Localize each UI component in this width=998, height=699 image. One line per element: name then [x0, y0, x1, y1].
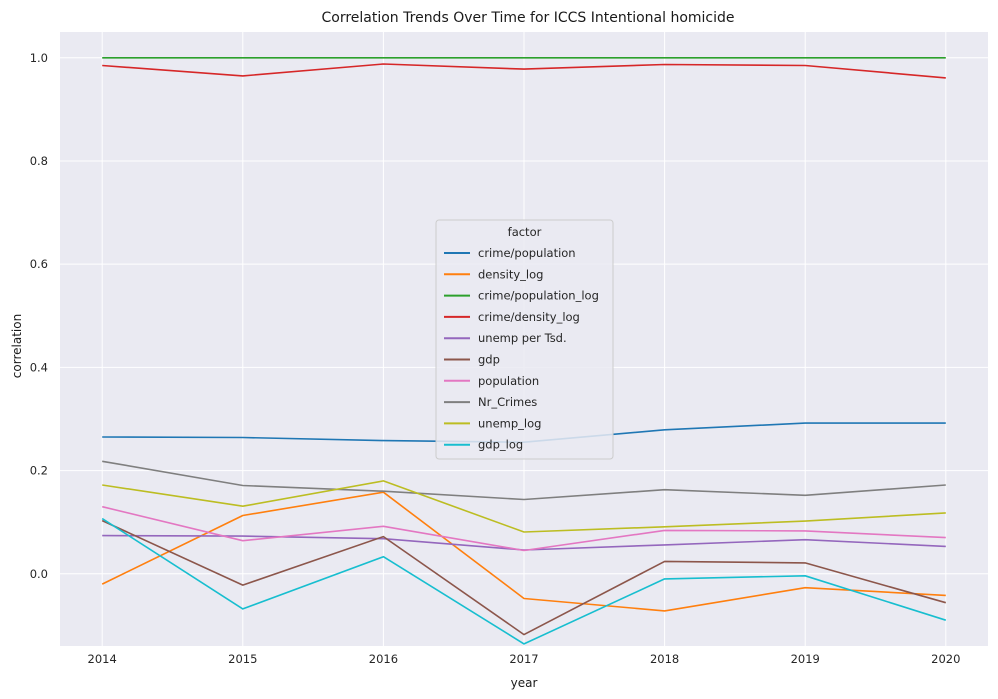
legend-item-label: crime/population_log — [478, 289, 599, 303]
y-tick-label: 1.0 — [30, 51, 48, 65]
legend-item-label: density_log — [478, 267, 543, 281]
legend-item-label: gdp — [478, 353, 500, 367]
legend-item-label: unemp per Tsd. — [478, 331, 567, 345]
legend-item-label: crime/population — [478, 246, 576, 260]
series-line-crime-density-log — [102, 63, 946, 79]
y-tick-label: 0.4 — [30, 360, 48, 374]
x-axis-label: year — [511, 676, 538, 690]
series-line-population — [102, 505, 946, 552]
legend-item-label: gdp_log — [478, 438, 523, 452]
series-line-gdp — [101, 519, 947, 636]
legend-title: factor — [508, 225, 542, 239]
y-tick-label: 0.8 — [30, 154, 48, 168]
y-tick-label: 0.6 — [30, 257, 48, 271]
x-tick-label: 2020 — [931, 652, 960, 666]
legend-item-label: crime/density_log — [478, 310, 580, 324]
legend-item-label: Nr_Crimes — [478, 395, 537, 409]
x-tick-label: 2015 — [228, 652, 257, 666]
legend-item-label: population — [478, 374, 539, 388]
y-tick-label: 0.0 — [30, 567, 48, 581]
series-line-gdp-log — [101, 517, 947, 645]
x-tick-label: 2019 — [791, 652, 820, 666]
chart-title: Correlation Trends Over Time for ICCS In… — [321, 10, 734, 26]
y-axis-label: correlation — [10, 314, 24, 378]
legend: factor crime/population density_log crime/p… — [435, 219, 614, 460]
series-line-density-log — [101, 491, 946, 612]
x-tick-label: 2018 — [650, 652, 679, 666]
x-tick-label: 2014 — [88, 652, 117, 666]
series-line-nr-crimes — [102, 460, 946, 501]
x-tick-label: 2017 — [509, 652, 538, 666]
y-tick-label: 0.2 — [30, 464, 48, 478]
tick-labels: 2014 2015 2016 2017 2018 2019 2020 0.0 0.2 0.4 0.6… — [30, 51, 961, 666]
legend-item-label: unemp_log — [478, 416, 541, 430]
series-line-unemp-log — [102, 480, 946, 533]
legend-box — [435, 219, 614, 460]
x-tick-label: 2016 — [369, 652, 398, 666]
